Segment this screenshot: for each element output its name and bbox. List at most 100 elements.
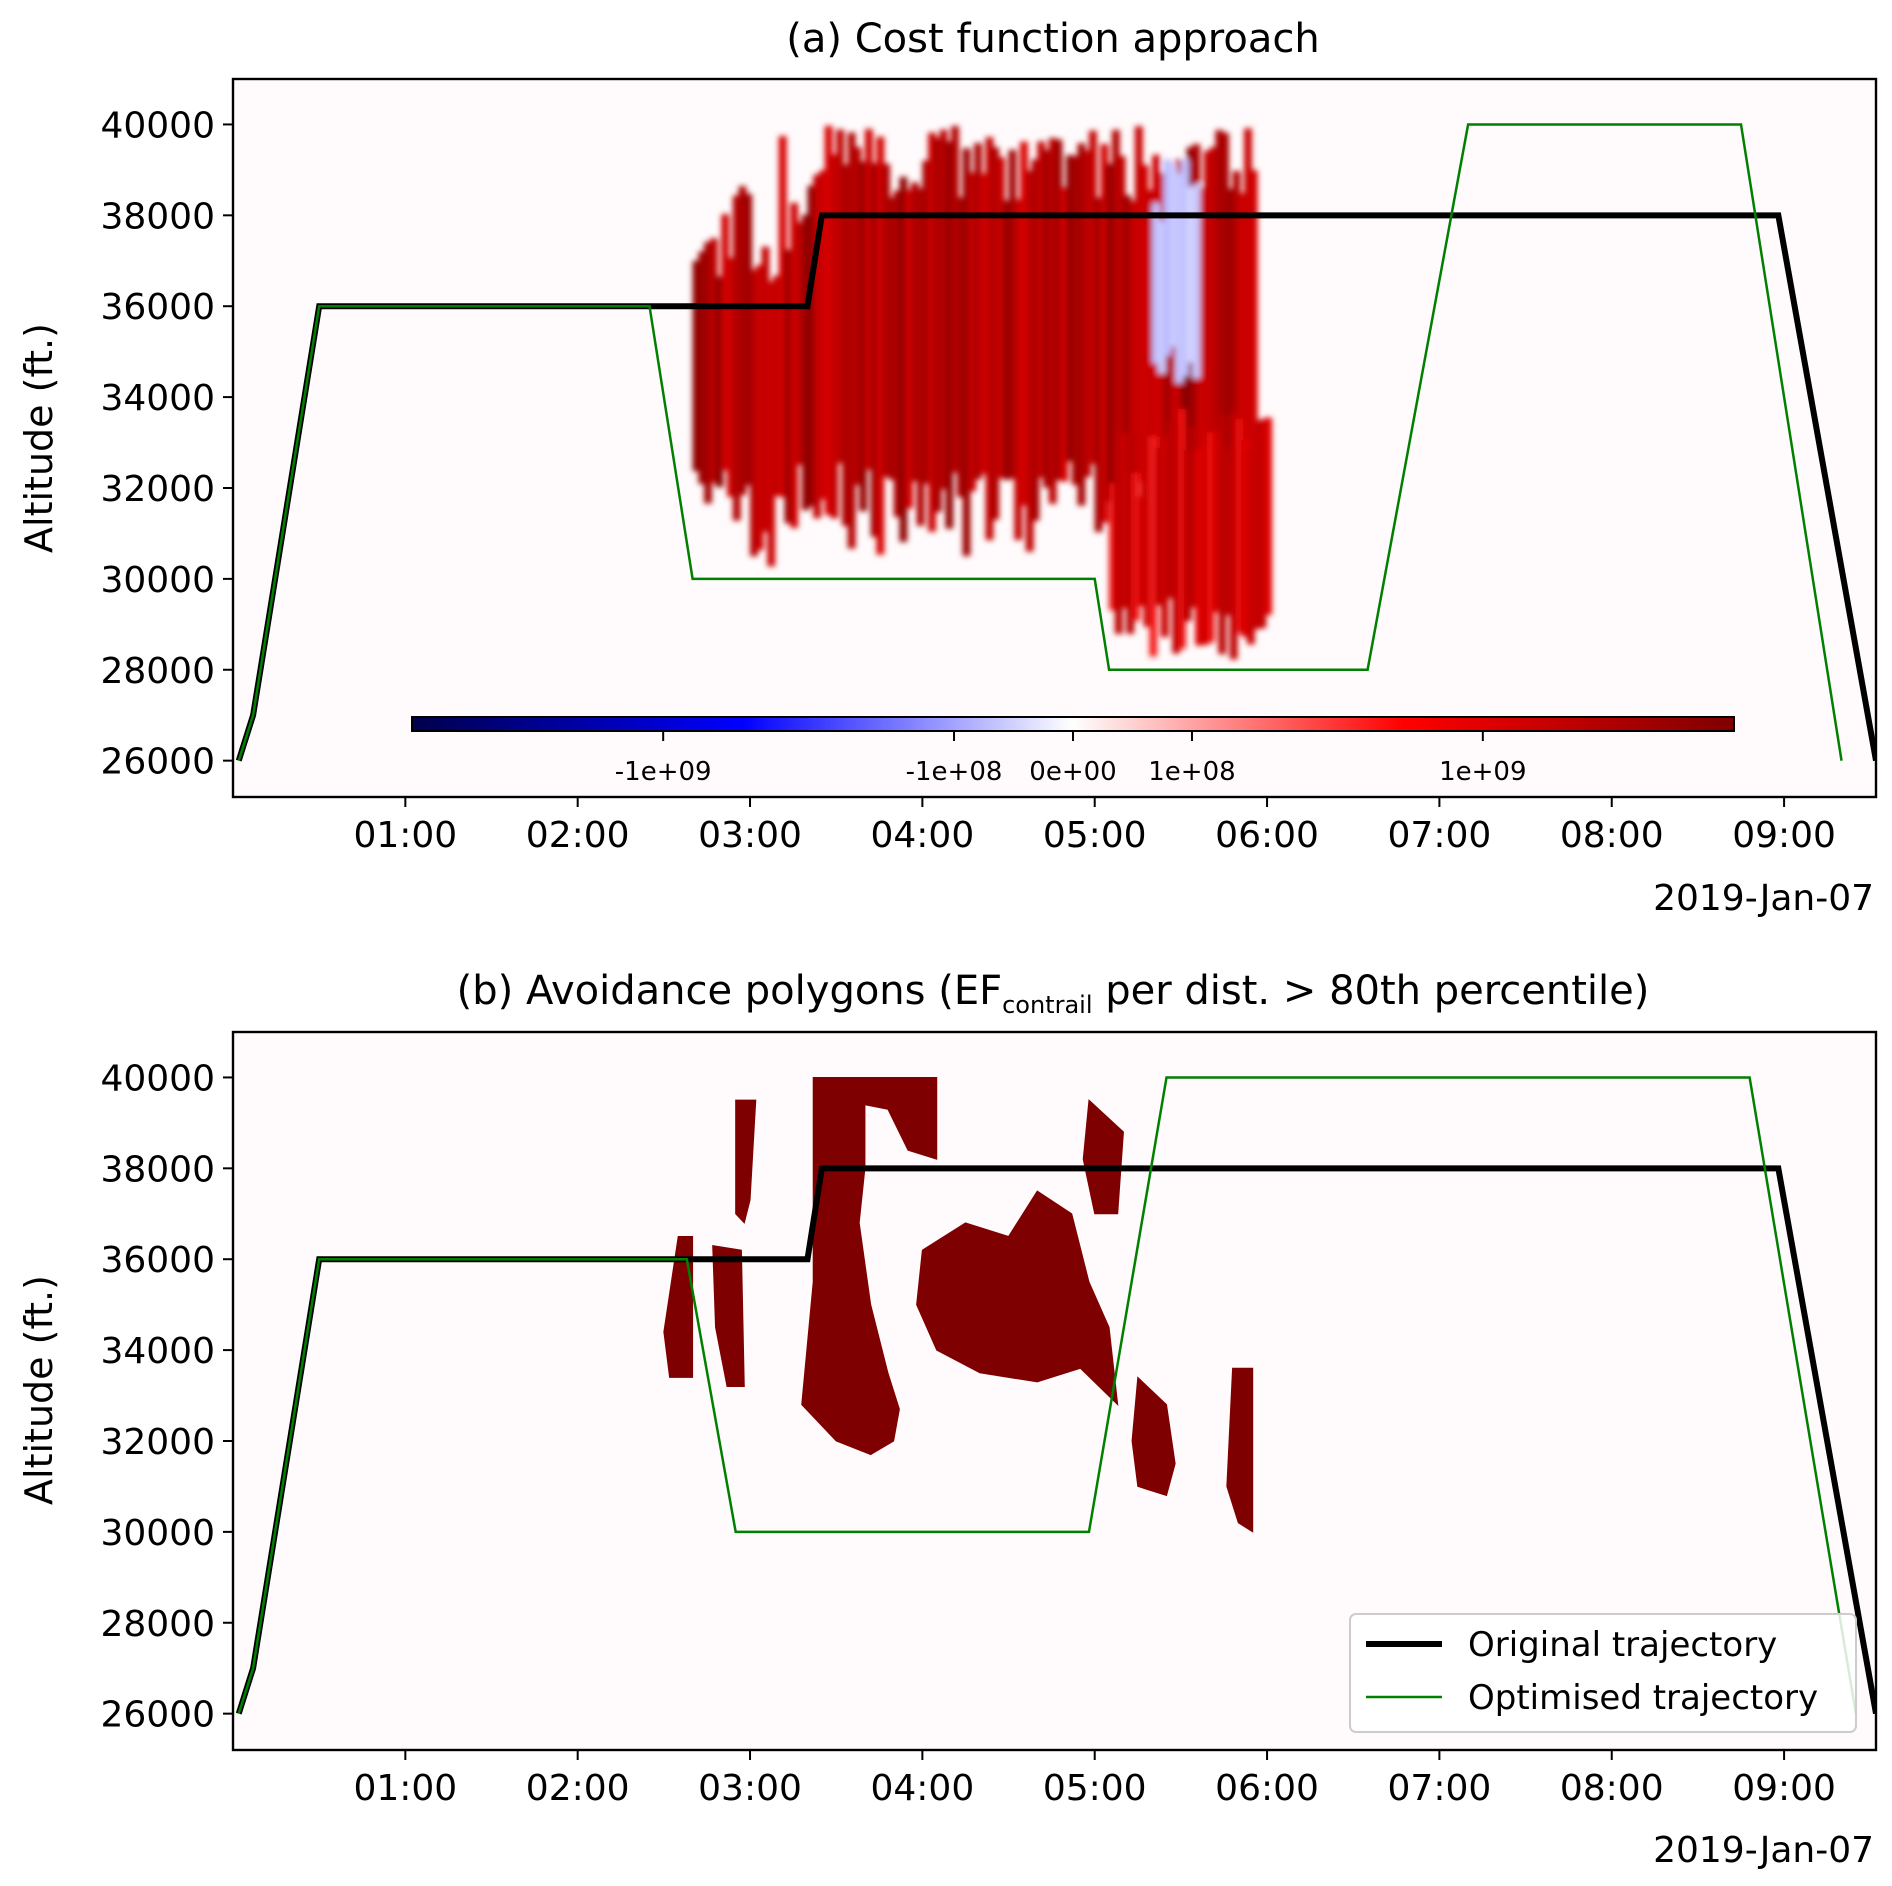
panel-a-x-tick-label: 05:00 (1043, 815, 1147, 856)
panel-b-title-prefix: (b) Avoidance polygons (EF (457, 968, 1002, 1014)
panel-b-title-subscript: contrail (1002, 991, 1092, 1019)
heatmap-cell (882, 163, 891, 477)
panel-b-x-tick-label: 06:00 (1215, 1768, 1319, 1809)
panel-b-axes-frame (231, 1030, 1878, 1752)
heatmap-cell (876, 136, 885, 555)
heatmap-cell (1048, 138, 1057, 504)
heatmap-cell (1071, 155, 1080, 485)
heatmap-cell (1215, 130, 1224, 559)
heatmap-cell (1132, 473, 1140, 621)
colorbar-tick-label: 1e+09 (1439, 757, 1526, 787)
heatmap-cell (1152, 203, 1161, 364)
heatmap-cell (1200, 444, 1209, 645)
colorbar-tick-label: 0e+00 (1029, 757, 1116, 787)
panel-b: (b) Avoidance polygons (EFcontrail per d… (17, 968, 1878, 1871)
heatmap-cell (773, 275, 781, 497)
avoidance-polygon (735, 1099, 757, 1224)
heatmap-cell (1114, 431, 1123, 635)
heatmap-cell (951, 126, 959, 473)
heatmap-cell (928, 132, 937, 532)
heatmap-cell (1143, 428, 1152, 627)
heatmap-cell (1094, 197, 1103, 532)
heatmap-cell (698, 251, 707, 485)
panel-a-x-ticks: 01:00 02:00 03:00 04:00 05:00 06:00 07:00 08:00… (353, 797, 1836, 856)
panel-b-title: (b) Avoidance polygons (EFcontrail per d… (457, 968, 1650, 1019)
heatmap-cell (1020, 141, 1028, 506)
heatmap-cell (818, 170, 827, 500)
panel-a-date-label: 2019-Jan-07 (1653, 878, 1874, 919)
heatmap-cell (893, 190, 902, 517)
heatmap-cell (1241, 440, 1250, 637)
panel-a-axes-frame (231, 77, 1878, 799)
heatmap-cell (830, 154, 839, 519)
heatmap-cell (1106, 163, 1115, 502)
heatmap-cell (991, 147, 1000, 520)
colorbar: -1e+09 -1e+08 0e+00 1e+08 1e+09 (411, 716, 1735, 787)
panel-b-y-tick-label: 40000 (100, 1058, 215, 1099)
heatmap-cell (1252, 421, 1261, 630)
heatmap-cell (910, 182, 919, 482)
heatmap-cell (1264, 417, 1273, 615)
panel-a-x-tick-label: 06:00 (1215, 815, 1319, 856)
panel-b-x-tick-label: 04:00 (870, 1768, 974, 1809)
panel-a-y-tick-label: 32000 (100, 469, 215, 510)
panel-a-y-tick-label: 34000 (100, 378, 215, 419)
heatmap-cell (1060, 187, 1069, 482)
heatmap-cell (945, 141, 954, 529)
panel-b-x-ticks: 01:00 02:00 03:00 04:00 05:00 06:00 07:00 08:00… (353, 1750, 1836, 1809)
heatmap-cell (841, 164, 850, 526)
heatmap-cell (1238, 193, 1247, 527)
heatmap-cell (824, 125, 833, 515)
heatmap-cell (732, 195, 741, 521)
colorbar-tick-label: -1e+09 (615, 757, 712, 787)
heatmap-cell (956, 197, 965, 498)
heatmap-cell (790, 202, 799, 528)
heatmap-cell (1117, 156, 1126, 460)
heatmap-cell (1232, 170, 1241, 493)
heatmap-cell (1126, 433, 1135, 634)
panel-a-x-tick-label: 09:00 (1732, 815, 1836, 856)
heatmap-cell (1223, 448, 1232, 616)
heatmap-cell (767, 281, 776, 567)
heatmap-cell (870, 163, 879, 537)
heatmap-cell (887, 197, 896, 480)
panel-b-x-tick-label: 05:00 (1043, 1768, 1147, 1809)
heatmap-cell (1025, 170, 1034, 552)
heatmap-cell (974, 143, 982, 480)
heatmap-cell (1186, 186, 1195, 363)
avoidance-polygon (916, 1190, 1119, 1406)
heatmap-cell (847, 132, 856, 549)
heatmap-cell (1189, 427, 1198, 608)
heatmap-cell (1209, 147, 1218, 495)
heatmap-cell (939, 129, 948, 490)
colorbar-tick-label: 1e+08 (1148, 757, 1235, 787)
heatmap-cell (778, 136, 787, 498)
heatmap-cell (1134, 126, 1143, 482)
panel-b-optimised-trajectory-line (237, 1076, 1858, 1715)
heatmap-cell (1002, 200, 1011, 480)
panel-b-y-tick-label: 32000 (100, 1422, 215, 1463)
panel-a-y-tick-label: 30000 (100, 560, 215, 601)
heatmap-cell (1160, 436, 1169, 638)
panel-b-x-tick-label: 08:00 (1560, 1768, 1664, 1809)
heatmap-cell (836, 129, 845, 464)
heatmap-cell (1140, 164, 1149, 528)
heatmap-cell (795, 222, 804, 465)
heatmap-cell (1008, 149, 1017, 479)
heatmap-cell (1088, 130, 1097, 465)
heatmap-cell (784, 249, 793, 524)
panel-a-x-tick-label: 01:00 (353, 815, 457, 856)
heatmap-cell (738, 186, 747, 496)
panel-a-y-tick-label: 38000 (100, 196, 215, 237)
heatmap-cell (721, 214, 730, 471)
heatmap-cell (962, 148, 971, 556)
panel-a-x-tick-label: 07:00 (1388, 815, 1492, 856)
panel-a-y-label: Altitude (ft.) (17, 323, 61, 553)
heatmap-cell (933, 137, 942, 512)
panel-a-y-tick-label: 40000 (100, 105, 215, 146)
colorbar-tick-label: -1e+08 (906, 757, 1003, 787)
heatmap-cell (801, 214, 810, 511)
heatmap-cell (750, 269, 758, 557)
heatmap-cell (1031, 159, 1040, 521)
